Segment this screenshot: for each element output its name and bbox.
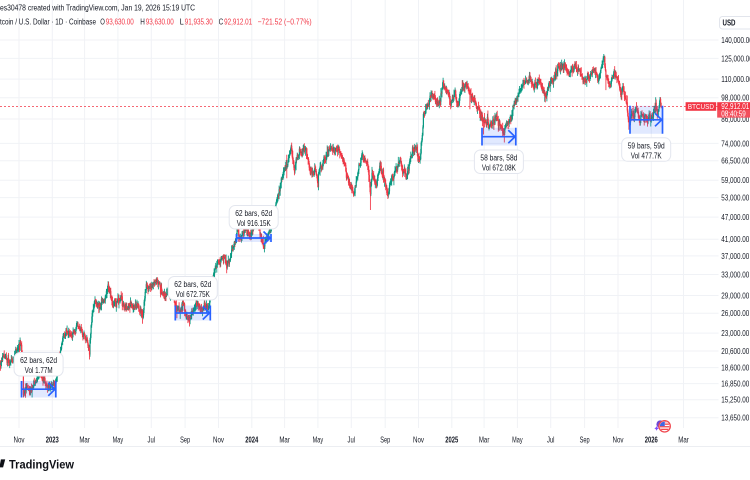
- svg-text:59 bars, 59d: 59 bars, 59d: [628, 142, 665, 151]
- svg-text:C: C: [219, 18, 224, 27]
- svg-text:Nov: Nov: [413, 436, 424, 445]
- svg-text:74,000.00: 74,000.00: [721, 139, 749, 148]
- svg-text:Nov: Nov: [213, 436, 224, 445]
- svg-text:86,000.00: 86,000.00: [721, 115, 749, 124]
- svg-text:125,000.00: 125,000.00: [721, 54, 750, 63]
- svg-text:110,000.00: 110,000.00: [721, 75, 750, 84]
- svg-text:H: H: [140, 18, 145, 27]
- svg-text:Sep: Sep: [180, 436, 190, 445]
- svg-text:2025: 2025: [445, 436, 458, 445]
- svg-text:92,912.01: 92,912.01: [224, 18, 252, 27]
- svg-text:Jul: Jul: [148, 436, 156, 445]
- svg-text:May: May: [113, 436, 124, 445]
- svg-text:Nov: Nov: [613, 436, 624, 445]
- svg-text:37,000.00: 37,000.00: [721, 252, 749, 261]
- svg-text:2026: 2026: [645, 436, 658, 445]
- svg-text:Vol 477.7K: Vol 477.7K: [631, 151, 663, 160]
- svg-text:41,000.00: 41,000.00: [721, 235, 749, 244]
- svg-text:93,630.00: 93,630.00: [106, 18, 134, 27]
- svg-text:Mar: Mar: [479, 436, 490, 445]
- svg-text:98,000.00: 98,000.00: [721, 94, 749, 103]
- svg-text:Mar: Mar: [678, 436, 689, 445]
- svg-text:47,000.00: 47,000.00: [721, 213, 749, 222]
- svg-text:91,935.30: 91,935.30: [185, 18, 213, 27]
- svg-text:23,000.00: 23,000.00: [721, 329, 749, 338]
- svg-text:2023: 2023: [46, 436, 59, 445]
- svg-text:13,650.00: 13,650.00: [721, 414, 749, 423]
- svg-text:140,000.00: 140,000.00: [721, 36, 750, 45]
- svg-text:2024: 2024: [245, 436, 258, 445]
- svg-text:Sep: Sep: [580, 436, 590, 445]
- svg-text:O: O: [100, 18, 105, 27]
- svg-text:53,000.00: 53,000.00: [721, 194, 749, 203]
- svg-text:Vol 672.75K: Vol 672.75K: [176, 290, 211, 299]
- svg-text:15,250.00: 15,250.00: [721, 396, 749, 405]
- svg-text:16,850.00: 16,850.00: [721, 380, 749, 389]
- svg-text:−721.52 (−0.77%): −721.52 (−0.77%): [258, 18, 312, 27]
- svg-text:Mar: Mar: [79, 436, 90, 445]
- svg-text:62 bars, 62d: 62 bars, 62d: [174, 280, 211, 289]
- svg-text:Vol 1.77M: Vol 1.77M: [25, 366, 53, 375]
- svg-text:58 bars, 58d: 58 bars, 58d: [480, 154, 517, 163]
- svg-text:92,912.01: 92,912.01: [721, 102, 749, 111]
- svg-text:Nov: Nov: [14, 436, 25, 445]
- svg-text:26,000.00: 26,000.00: [721, 309, 749, 318]
- svg-text:62 bars, 62d: 62 bars, 62d: [235, 209, 272, 218]
- svg-text:Jul: Jul: [547, 436, 555, 445]
- svg-text:62 bars, 62d: 62 bars, 62d: [20, 356, 57, 365]
- svg-text:59,000.00: 59,000.00: [721, 176, 749, 185]
- svg-text:08:40:59: 08:40:59: [721, 109, 746, 118]
- svg-text:USD: USD: [723, 19, 736, 28]
- svg-text:Vol 672.08K: Vol 672.08K: [482, 164, 517, 173]
- svg-text:29,000.00: 29,000.00: [721, 291, 749, 300]
- svg-text:es30478 created with TradingVi: es30478 created with TradingView.com, Ja…: [0, 3, 195, 12]
- svg-text:BTCUSD: BTCUSD: [688, 104, 714, 111]
- svg-text:20,600.00: 20,600.00: [721, 347, 749, 356]
- svg-text:May: May: [313, 436, 324, 445]
- svg-text:Jul: Jul: [348, 436, 356, 445]
- svg-text:tcoin / U.S. Dollar · 1D · Coi: tcoin / U.S. Dollar · 1D · Coinbase: [0, 18, 96, 27]
- svg-text:Vol 916.15K: Vol 916.15K: [237, 219, 272, 228]
- svg-text:May: May: [512, 436, 523, 445]
- svg-text:66,500.00: 66,500.00: [721, 157, 749, 166]
- svg-text:Mar: Mar: [279, 436, 290, 445]
- svg-text:L: L: [180, 18, 184, 27]
- svg-text:33,000.00: 33,000.00: [721, 270, 749, 279]
- svg-text:18,600.00: 18,600.00: [721, 364, 749, 373]
- svg-text:93,630.00: 93,630.00: [146, 18, 174, 27]
- svg-text:Sep: Sep: [380, 436, 390, 445]
- svg-text:TradingView: TradingView: [9, 457, 75, 471]
